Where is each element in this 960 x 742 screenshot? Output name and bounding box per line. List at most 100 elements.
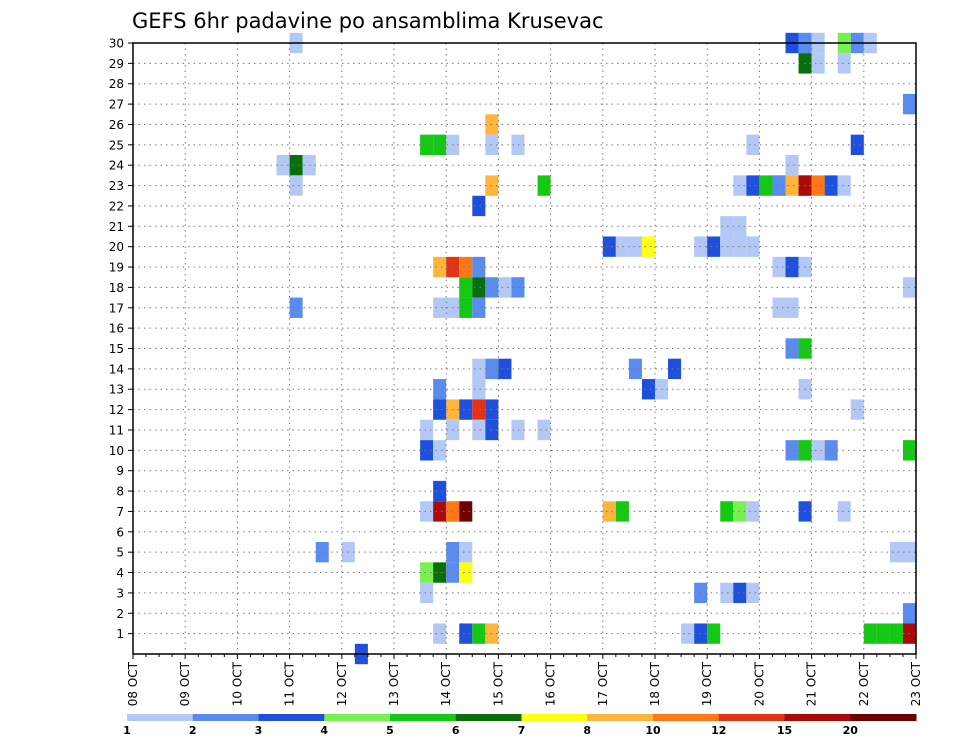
heatmap-cell <box>511 277 525 298</box>
heatmap-cell <box>889 623 903 644</box>
heatmap-cell <box>785 440 799 461</box>
heatmap-cell <box>837 175 851 196</box>
legend-label: 10 <box>645 724 661 737</box>
heatmap-cell <box>837 53 851 74</box>
heatmap-cell <box>811 440 825 461</box>
heatmap-cell <box>459 256 473 278</box>
heatmap-cell <box>498 277 512 298</box>
y-tick-label: 15 <box>109 342 124 356</box>
x-tick-label: 08 OCT <box>126 661 140 706</box>
y-tick-label: 6 <box>116 525 124 539</box>
heatmap-cell <box>850 399 864 420</box>
y-tick-label: 2 <box>116 607 124 621</box>
heatmap-cell <box>615 501 629 522</box>
heatmap-cell <box>785 175 799 196</box>
heatmap-cell <box>537 175 551 196</box>
heatmap-cell <box>850 134 864 156</box>
legend-label: 3 <box>255 724 263 737</box>
x-tick-label: 21 OCT <box>805 661 819 706</box>
y-tick-label: 16 <box>109 322 124 336</box>
x-tick-label: 22 OCT <box>857 661 871 706</box>
heatmap-cell <box>720 216 734 237</box>
x-tick-label: 17 OCT <box>596 661 610 706</box>
y-axis-ticks: 1234567891011121314151617181920212223242… <box>109 37 133 641</box>
y-tick-label: 21 <box>109 220 124 234</box>
heatmap-cell <box>472 399 486 420</box>
heatmap-cell <box>433 134 447 156</box>
legend-swatch <box>455 714 522 721</box>
y-tick-label: 3 <box>116 586 124 600</box>
heatmap-cell <box>746 134 760 156</box>
heatmap-cell <box>733 236 747 257</box>
heatmap-cell <box>472 419 486 441</box>
heatmap-cell <box>433 623 447 644</box>
heatmap-cell <box>681 623 695 644</box>
legend-swatch <box>324 714 391 721</box>
heatmap-cell <box>746 501 760 522</box>
y-tick-label: 14 <box>109 362 124 376</box>
y-tick-label: 4 <box>116 566 124 580</box>
legend-swatch <box>653 714 720 721</box>
y-tick-label: 25 <box>109 138 124 152</box>
legend-label: 4 <box>320 724 328 737</box>
y-tick-label: 17 <box>109 301 124 315</box>
heatmap-cell <box>785 256 799 278</box>
heatmap-cell <box>733 501 747 522</box>
heatmap-cell <box>472 379 486 400</box>
y-tick-label: 9 <box>116 464 124 478</box>
heatmap-cell <box>733 175 747 196</box>
heatmap-cell <box>289 297 303 318</box>
y-tick-label: 12 <box>109 403 124 417</box>
heatmap-cell <box>641 379 655 400</box>
legend-swatch <box>850 714 917 721</box>
heatmap-cell <box>289 175 303 196</box>
heatmap-cell <box>459 399 473 420</box>
x-tick-label: 18 OCT <box>648 661 662 706</box>
heatmap-cell <box>720 236 734 257</box>
x-tick-label: 15 OCT <box>491 661 505 706</box>
heatmap-cell <box>641 236 655 257</box>
heatmap-cell <box>785 155 799 176</box>
y-tick-label: 7 <box>116 505 124 519</box>
heatmap-cell <box>420 419 434 441</box>
y-tick-label: 11 <box>109 423 124 437</box>
heatmap-cell <box>433 297 447 318</box>
y-tick-label: 20 <box>109 240 124 254</box>
heatmap-cell <box>498 358 512 380</box>
heatmap-cell <box>433 256 447 278</box>
x-tick-label: 16 OCT <box>544 661 558 706</box>
heatmap-cell <box>472 195 486 217</box>
heatmap-cell <box>772 175 786 196</box>
legend-label: 2 <box>189 724 197 737</box>
y-tick-label: 18 <box>109 281 124 295</box>
y-tick-label: 8 <box>116 485 124 499</box>
heatmap-cell <box>472 277 486 298</box>
heatmap-cell <box>511 134 525 156</box>
heatmap-cell <box>772 297 786 318</box>
heatmap-cell <box>837 501 851 522</box>
heatmap-cell <box>433 562 447 583</box>
heatmap-cell <box>289 155 303 176</box>
heatmap-cell <box>472 623 486 644</box>
heatmap-cell <box>276 155 290 176</box>
x-tick-label: 09 OCT <box>178 661 192 706</box>
heatmap-cell <box>420 440 434 461</box>
color-legend: 1 2 3 4 5 6 7 8 10 12 15 20 <box>123 714 917 737</box>
y-tick-label: 26 <box>109 118 124 132</box>
heatmap-cell <box>537 419 551 441</box>
heatmap-cell <box>433 501 447 522</box>
heatmap-cell <box>733 216 747 237</box>
heatmap-cells <box>276 32 916 665</box>
chart-title: GEFS 6hr padavine po ansamblima Krusevac <box>132 9 604 33</box>
legend-label: 8 <box>583 724 591 737</box>
y-tick-label: 19 <box>109 261 124 275</box>
heatmap-cell <box>615 236 629 257</box>
legend-swatch <box>718 714 785 721</box>
heatmap-cell <box>889 541 903 563</box>
legend-label: 20 <box>843 724 859 737</box>
heatmap-cell <box>511 419 525 441</box>
heatmap-cell <box>420 134 434 156</box>
heatmap-cell <box>472 358 486 380</box>
y-tick-label: 13 <box>109 383 124 397</box>
heatmap-cell <box>602 501 616 522</box>
